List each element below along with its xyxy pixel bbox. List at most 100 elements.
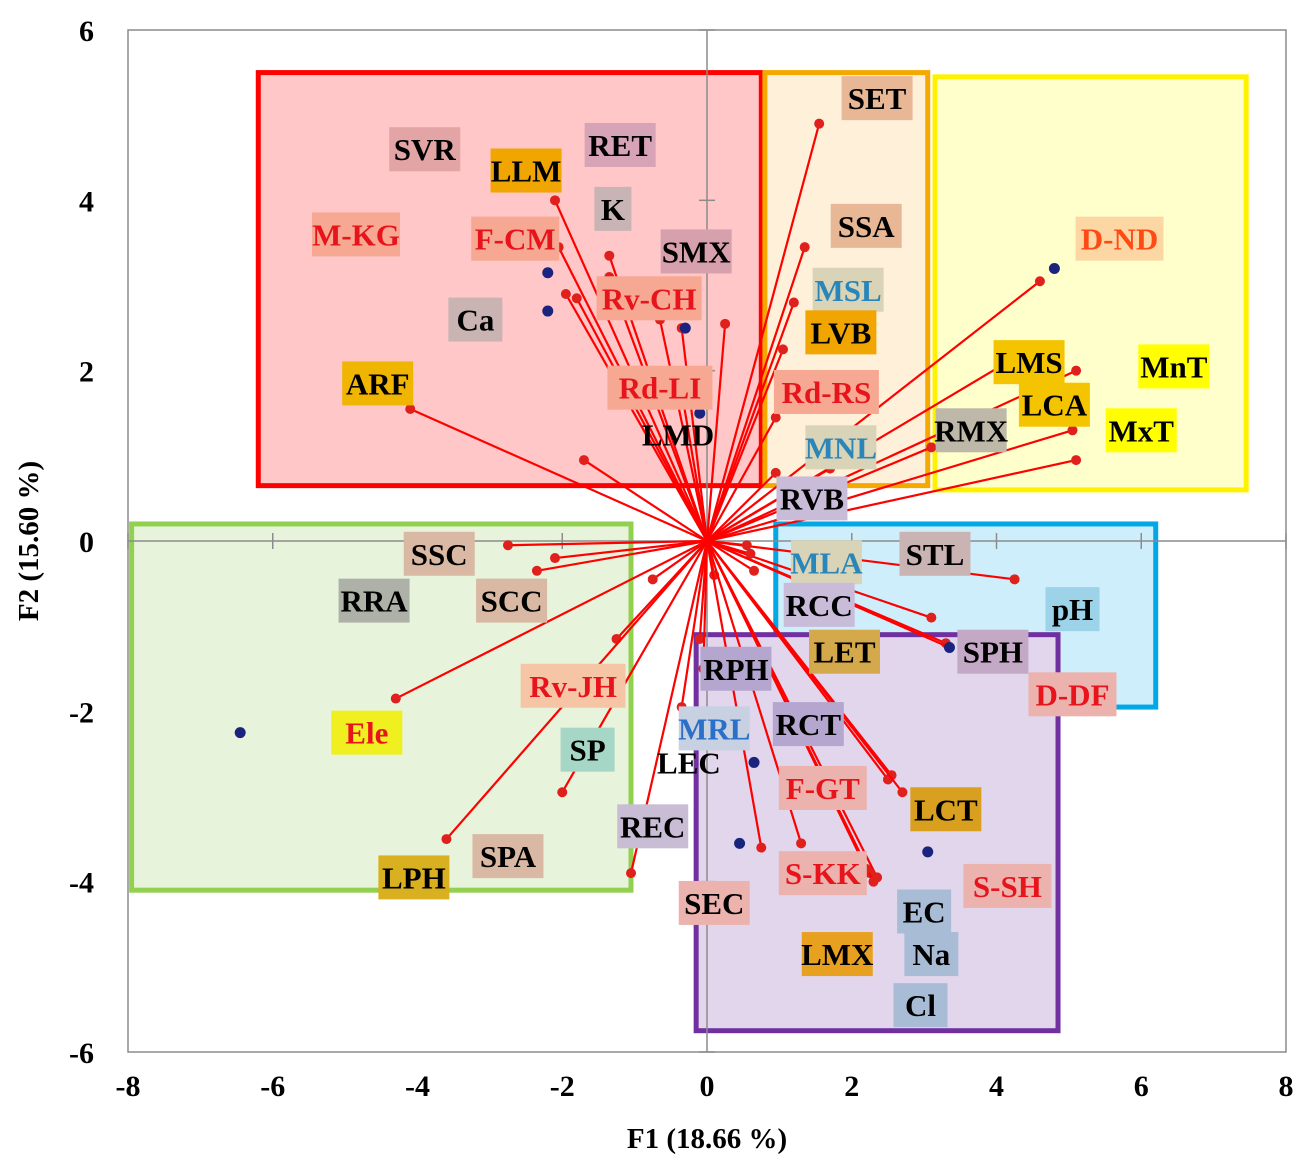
- label-box-d-nd: [1075, 216, 1164, 261]
- x-tick-label: 8: [1279, 1070, 1294, 1103]
- label-box-rec: [617, 804, 689, 849]
- vector-end-ssa: [799, 242, 810, 253]
- label-box-lmx: [801, 932, 873, 977]
- vector-end-ssc: [502, 540, 513, 551]
- variable-label-mnt: MnT: [1140, 349, 1208, 384]
- variable-label-rmx: RMX: [934, 413, 1009, 448]
- variable-label-stl: STL: [906, 537, 965, 572]
- vector-end-mnt: [1071, 365, 1082, 376]
- label-box-ssa: [830, 203, 902, 248]
- variable-label-smx: SMX: [662, 234, 732, 269]
- vector-end-rmx: [926, 442, 937, 453]
- variable-label-ssa: SSA: [838, 209, 895, 244]
- variable-label-s-sh: S-SH: [973, 869, 1042, 904]
- label-box-lms: [993, 340, 1065, 385]
- label-box-f-gt: [778, 765, 867, 810]
- variable-label-svr: SVR: [394, 132, 457, 167]
- variable-label-f-gt: F-GT: [786, 771, 860, 806]
- variable-label-rv-ch: Rv-CH: [602, 281, 697, 316]
- variable-label-mla: MLA: [790, 545, 863, 580]
- vector-rd-li: [680, 391, 709, 542]
- observation-point: [542, 267, 554, 279]
- variable-label-ec: EC: [903, 894, 946, 929]
- variable-label-lct: LCT: [914, 792, 978, 827]
- label-box-rra: [338, 578, 410, 623]
- vector-end-mla: [749, 565, 760, 576]
- vector-rra: [536, 539, 708, 572]
- x-tick-label: 4: [989, 1070, 1004, 1103]
- vector-lmd: [583, 459, 708, 542]
- variable-label-d-nd: D-ND: [1081, 222, 1159, 257]
- vector-rec: [680, 540, 709, 708]
- label-box-d-df: [1028, 672, 1117, 717]
- x-tick-label: -4: [405, 1070, 430, 1103]
- label-box-svr: [389, 127, 461, 172]
- label-box-rcc: [783, 582, 855, 627]
- variable-label-ret: RET: [588, 128, 652, 163]
- variable-label-set: SET: [848, 81, 907, 116]
- vector-ele: [395, 540, 708, 700]
- observation-point: [1048, 262, 1060, 274]
- label-box-lca: [1018, 382, 1090, 427]
- vector-end-d-nd: [1034, 276, 1045, 287]
- label-box-s-sh: [963, 863, 1052, 908]
- vector-end-mrl: [694, 633, 705, 644]
- vector-end-cl: [626, 868, 637, 879]
- variable-label-lec: LEC: [657, 745, 721, 780]
- label-box-rd-rs: [773, 369, 879, 414]
- label-box-mnl: [805, 425, 877, 470]
- variable-labels: SVR RET LLM K M-KG F-CM SMX Rv-CH Ca ARF Rd-LI LMD S…: [311, 76, 1210, 1028]
- label-box-rmx: [935, 408, 1007, 453]
- vector-mnt: [706, 369, 1077, 542]
- variable-label-mxt: MxT: [1109, 413, 1175, 448]
- vector-scc: [554, 539, 708, 560]
- variable-label-rct: RCT: [776, 707, 842, 742]
- vector-end-msl: [788, 297, 799, 308]
- label-box-ret: [584, 122, 656, 167]
- label-box-ec: [897, 889, 952, 934]
- variable-label-msl: MSL: [815, 273, 882, 308]
- label-box-mla: [790, 540, 862, 585]
- label-box-rv-jh: [520, 663, 626, 708]
- observation-point: [943, 641, 955, 653]
- variable-label-s-kk: S-KK: [785, 856, 861, 891]
- label-box-ele: [331, 710, 403, 755]
- vector-lct: [706, 540, 904, 793]
- observation-point: [734, 837, 746, 849]
- vector-end-ret: [604, 250, 615, 261]
- label-box-ca: [448, 297, 503, 342]
- label-box-rv-ch: [596, 276, 702, 321]
- vector-end-sec: [756, 842, 767, 853]
- variable-label-f-cm: F-CM: [475, 222, 556, 257]
- variable-label-arf: ARF: [346, 366, 410, 401]
- vector-end-m-kg: [560, 289, 571, 300]
- variable-label-ele: Ele: [345, 716, 388, 751]
- variable-label-cl: Cl: [905, 988, 936, 1023]
- vector-end-rvb: [770, 467, 781, 478]
- label-box-set: [841, 76, 913, 121]
- observation-point: [694, 407, 706, 419]
- vector-arf: [409, 407, 708, 543]
- variable-label-rph: RPH: [703, 652, 768, 687]
- label-box-mxt: [1105, 408, 1177, 453]
- variable-label-mrl: MRL: [678, 711, 750, 746]
- y-tick-label: 2: [79, 356, 94, 389]
- x-axis-title: F1 (18.66 %): [627, 1123, 787, 1155]
- vector-ssc: [507, 539, 708, 547]
- variable-label-rv-jh: Rv-JH: [529, 669, 617, 704]
- vector-end-ph: [745, 548, 756, 559]
- vector-end-stl: [1009, 574, 1020, 585]
- vector-lca: [706, 429, 1073, 543]
- variable-label-ssc: SSC: [411, 537, 468, 572]
- vector-end-rv-jh: [647, 574, 658, 585]
- label-box-na: [904, 932, 959, 977]
- variable-label-let: LET: [813, 635, 875, 670]
- vector-f-cm: [575, 297, 708, 542]
- label-box-smx: [660, 229, 732, 274]
- x-tick-label: 2: [844, 1070, 859, 1103]
- label-box-lvb: [805, 310, 877, 355]
- x-tick-label: -8: [116, 1070, 141, 1103]
- vector-end-lct: [897, 787, 908, 798]
- label-box-ssc: [403, 531, 475, 576]
